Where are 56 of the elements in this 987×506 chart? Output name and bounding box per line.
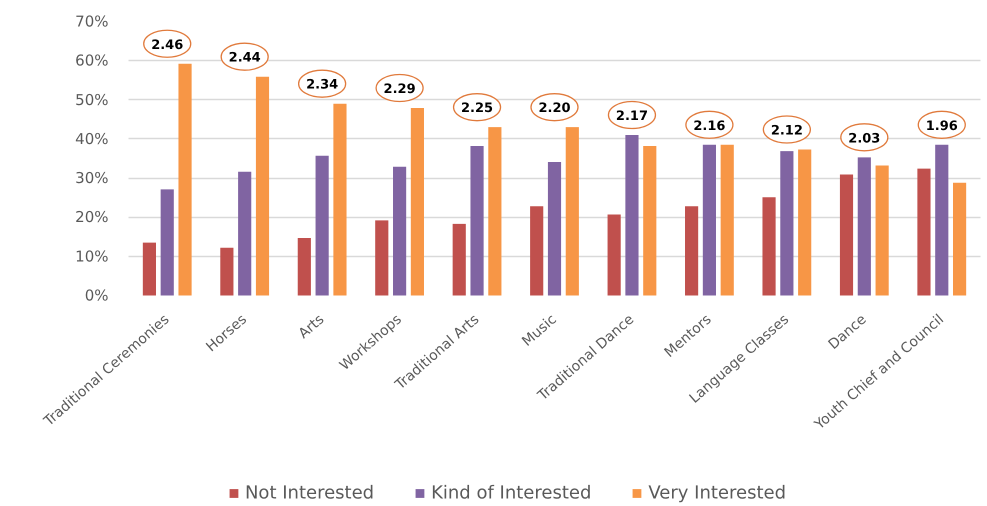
- annotation: 2.25: [461, 101, 494, 116]
- y-tick-label: 60%: [75, 52, 109, 70]
- annotation: 1.96: [926, 118, 958, 134]
- bar: [142, 242, 156, 296]
- bar: [452, 224, 466, 296]
- annotation: 2.17: [616, 109, 648, 124]
- bar: [917, 168, 931, 296]
- bar: [798, 149, 812, 296]
- annotation: 2.12: [770, 123, 803, 138]
- bar: [256, 76, 270, 296]
- bar: [702, 144, 716, 296]
- bar: [876, 166, 889, 296]
- bar: [333, 104, 347, 296]
- bar: [298, 238, 311, 296]
- y-tick-label: 10%: [75, 247, 109, 266]
- annotation: 2.03: [848, 131, 880, 146]
- annotation: 2.29: [384, 82, 416, 98]
- legend-label: Not Interested: [244, 482, 374, 504]
- annotation: 2.20: [538, 101, 571, 116]
- bar: [316, 156, 329, 296]
- y-tick-label: 30%: [75, 169, 109, 188]
- bar: [220, 248, 234, 296]
- bar: [238, 172, 252, 296]
- x-tick-label: Arts: [296, 311, 328, 342]
- bar: [625, 135, 639, 296]
- legend-label: Very Interested: [648, 482, 786, 504]
- annotation: 2.34: [306, 78, 338, 93]
- bar: [858, 157, 871, 296]
- annotation: 2.44: [228, 50, 261, 66]
- bar: [685, 206, 698, 296]
- bar: [393, 166, 406, 296]
- annotation: 2.46: [151, 38, 184, 53]
- y-tick-label: 70%: [75, 12, 109, 30]
- bar: [375, 220, 388, 296]
- bar: [762, 197, 776, 296]
- bar: [643, 146, 656, 296]
- y-tick-label: 0%: [84, 286, 108, 304]
- bar: [840, 174, 854, 296]
- bar: [160, 189, 174, 296]
- bar: [178, 64, 192, 296]
- bar: [780, 151, 794, 296]
- bar: [548, 162, 562, 296]
- bar: [530, 206, 544, 296]
- y-tick-label: 40%: [75, 130, 109, 148]
- bar: [470, 146, 484, 296]
- legend-label: Kind of Interested: [431, 482, 592, 504]
- bar: [608, 214, 621, 296]
- bar: [720, 144, 734, 296]
- bar: [488, 127, 502, 296]
- y-tick-label: 20%: [75, 208, 109, 226]
- bar: [953, 182, 966, 296]
- annotation: 2.16: [693, 118, 726, 134]
- bar: [410, 108, 424, 296]
- bar: [935, 144, 948, 296]
- y-tick-label: 50%: [75, 90, 109, 109]
- bar: [566, 127, 579, 296]
